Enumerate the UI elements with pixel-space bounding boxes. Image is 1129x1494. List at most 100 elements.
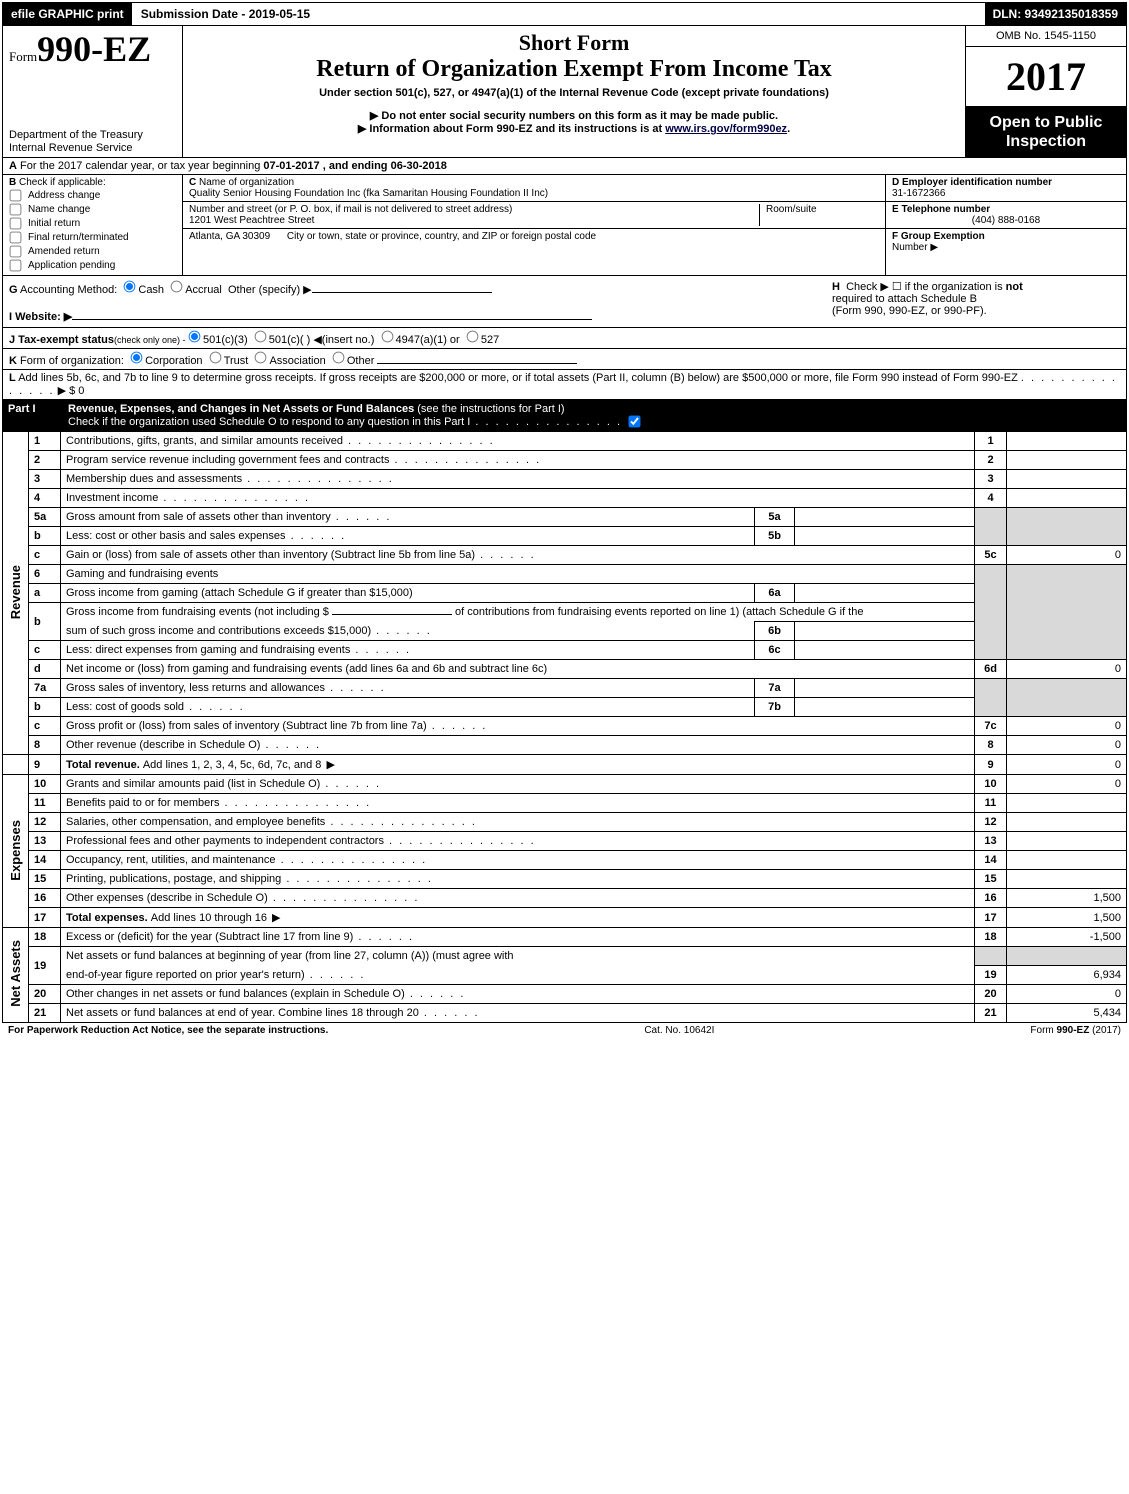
address-change-checkbox[interactable] — [10, 190, 22, 202]
line-1-num: 1 — [29, 432, 61, 451]
grey-19 — [975, 947, 1007, 966]
block-l: L Add lines 5b, 6c, and 7b to line 9 to … — [2, 370, 1127, 400]
b-label: Check if applicable: — [19, 177, 106, 188]
line-19-desc-1: Net assets or fund balances at beginning… — [61, 947, 975, 966]
l-value: ▶ $ 0 — [58, 385, 85, 397]
website-input[interactable] — [72, 319, 592, 320]
other-org-input[interactable] — [377, 363, 577, 364]
501c3-radio[interactable] — [189, 331, 201, 343]
line-8-desc: Other revenue (describe in Schedule O) — [61, 736, 975, 755]
dept-line-1: Department of the Treasury — [9, 129, 176, 142]
line-6b-sn: 6b — [755, 622, 795, 641]
row-7b: b Less: cost of goods sold 7b — [3, 698, 1127, 717]
line-8-num: 8 — [29, 736, 61, 755]
c-city-label: City or town, state or province, country… — [287, 231, 596, 242]
row-4: 4 Investment income 4 — [3, 489, 1127, 508]
efile-print-button[interactable]: efile GRAPHIC print — [3, 3, 133, 25]
form-number: Form990-EZ — [9, 28, 176, 70]
line-6b-input[interactable] — [332, 614, 452, 615]
final-return-checkbox[interactable] — [10, 232, 22, 244]
info-pre: ▶ Information about Form 990-EZ and its … — [358, 123, 665, 135]
trust-label: Trust — [224, 355, 249, 367]
row-3: 3 Membership dues and assessments 3 — [3, 470, 1127, 489]
c-name-value: Quality Senior Housing Foundation Inc (f… — [189, 188, 548, 199]
other-specify-input[interactable] — [312, 292, 492, 293]
l-text: Add lines 5b, 6c, and 7b to line 9 to de… — [18, 372, 1018, 384]
line-9-val: 0 — [1007, 755, 1127, 775]
line-10-rnum: 10 — [975, 775, 1007, 794]
open-line-1: Open to Public — [970, 113, 1122, 132]
line-10-desc: Grants and similar amounts paid (list in… — [61, 775, 975, 794]
line-5a-sv — [795, 508, 975, 527]
line-8-val: 0 — [1007, 736, 1127, 755]
row-1: Revenue 1 Contributions, gifts, grants, … — [3, 432, 1127, 451]
line-9-desc: Total revenue. Add lines 1, 2, 3, 4, 5c,… — [61, 755, 975, 775]
other-radio[interactable] — [333, 352, 345, 364]
line-7b-sv — [795, 698, 975, 717]
row-6c: c Less: direct expenses from gaming and … — [3, 641, 1127, 660]
name-change-checkbox[interactable] — [10, 204, 22, 216]
submission-date: Submission Date - 2019-05-15 — [133, 3, 318, 25]
part-1-table: Revenue 1 Contributions, gifts, grants, … — [2, 431, 1127, 1023]
line-8-rnum: 8 — [975, 736, 1007, 755]
c-street-label: Number and street (or P. O. box, if mail… — [189, 204, 512, 215]
501c-radio[interactable] — [254, 331, 266, 343]
line-17-val: 1,500 — [1007, 908, 1127, 928]
line-5b-desc: Less: cost or other basis and sales expe… — [61, 527, 755, 546]
line-7c-desc: Gross profit or (loss) from sales of inv… — [61, 717, 975, 736]
cash-radio[interactable] — [124, 281, 136, 293]
k-label: Form of organization: — [20, 355, 124, 367]
address-change-label: Address change — [28, 190, 100, 201]
line-6d-rnum: 6d — [975, 660, 1007, 679]
line-15-val — [1007, 870, 1127, 889]
4947-radio[interactable] — [381, 331, 393, 343]
line-4-desc: Investment income — [61, 489, 975, 508]
line-7a-sv — [795, 679, 975, 698]
k-letter: K — [9, 355, 17, 367]
row-5c: c Gain or (loss) from sale of assets oth… — [3, 546, 1127, 565]
line-5c-rnum: 5c — [975, 546, 1007, 565]
line-11-desc: Benefits paid to or for members — [61, 794, 975, 813]
row-9: 9 Total revenue. Add lines 1, 2, 3, 4, 5… — [3, 755, 1127, 775]
c-letter: C — [189, 177, 196, 188]
line-14-num: 14 — [29, 851, 61, 870]
g-letter: G — [9, 284, 18, 296]
line-20-val: 0 — [1007, 984, 1127, 1003]
line-7a-sn: 7a — [755, 679, 795, 698]
open-to-public: Open to Public Inspection — [966, 107, 1126, 157]
corporation-radio[interactable] — [131, 352, 143, 364]
schedule-o-checkbox[interactable] — [629, 416, 641, 428]
527-radio[interactable] — [466, 331, 478, 343]
info-line: ▶ Information about Form 990-EZ and its … — [191, 122, 957, 135]
application-pending-checkbox[interactable] — [10, 260, 22, 272]
initial-return-checkbox[interactable] — [10, 218, 22, 230]
line-2-num: 2 — [29, 451, 61, 470]
line-7c-val: 0 — [1007, 717, 1127, 736]
j-small: (check only one) - — [114, 335, 188, 345]
line-7a-num: 7a — [29, 679, 61, 698]
line-12-desc: Salaries, other compensation, and employ… — [61, 813, 975, 832]
line-2-rnum: 2 — [975, 451, 1007, 470]
grey-6 — [975, 565, 1007, 660]
form-no-value: 990-EZ — [37, 29, 151, 69]
grey-7v — [1007, 679, 1127, 717]
line-4-rnum: 4 — [975, 489, 1007, 508]
association-radio[interactable] — [255, 352, 267, 364]
line-16-val: 1,500 — [1007, 889, 1127, 908]
line-11-rnum: 11 — [975, 794, 1007, 813]
open-line-2: Inspection — [970, 132, 1122, 151]
accrual-radio[interactable] — [171, 281, 183, 293]
row-5a: 5a Gross amount from sale of assets othe… — [3, 508, 1127, 527]
line-6c-sn: 6c — [755, 641, 795, 660]
amended-return-checkbox[interactable] — [10, 246, 22, 258]
line-1-rnum: 1 — [975, 432, 1007, 451]
final-return-label: Final return/terminated — [28, 232, 129, 243]
irs-link[interactable]: www.irs.gov/form990ez — [665, 123, 787, 135]
header-mid: Short Form Return of Organization Exempt… — [183, 26, 966, 157]
line-14-val — [1007, 851, 1127, 870]
line-11-num: 11 — [29, 794, 61, 813]
line-20-desc: Other changes in net assets or fund bala… — [61, 984, 975, 1003]
trust-radio[interactable] — [209, 352, 221, 364]
dept-line-2: Internal Revenue Service — [9, 142, 176, 155]
line-6-desc: Gaming and fundraising events — [61, 565, 975, 584]
